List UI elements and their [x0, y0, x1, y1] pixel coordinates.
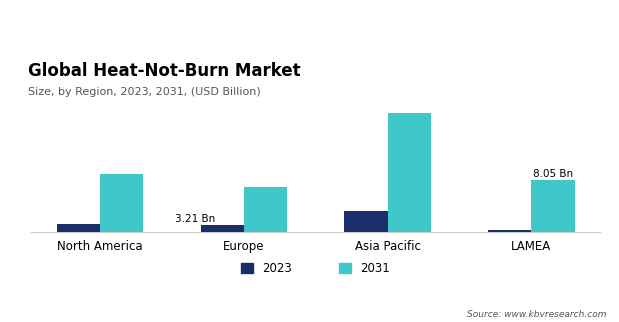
Bar: [531, 180, 574, 232]
Bar: [244, 187, 287, 232]
Legend: 2023, 2031: 2023, 2031: [236, 257, 395, 280]
Bar: [387, 113, 431, 232]
Bar: [201, 225, 244, 232]
Text: 3.21 Bn: 3.21 Bn: [175, 214, 215, 224]
Bar: [100, 174, 143, 232]
Text: Source: www.kbvresearch.com: Source: www.kbvresearch.com: [467, 310, 607, 319]
Text: Size, by Region, 2023, 2031, (USD Billion): Size, by Region, 2023, 2031, (USD Billio…: [28, 87, 261, 97]
Bar: [488, 230, 531, 232]
Bar: [344, 211, 387, 232]
Text: Global Heat-Not-Burn Market: Global Heat-Not-Burn Market: [28, 62, 301, 80]
Bar: [57, 224, 100, 232]
Text: 8.05 Bn: 8.05 Bn: [533, 169, 573, 179]
